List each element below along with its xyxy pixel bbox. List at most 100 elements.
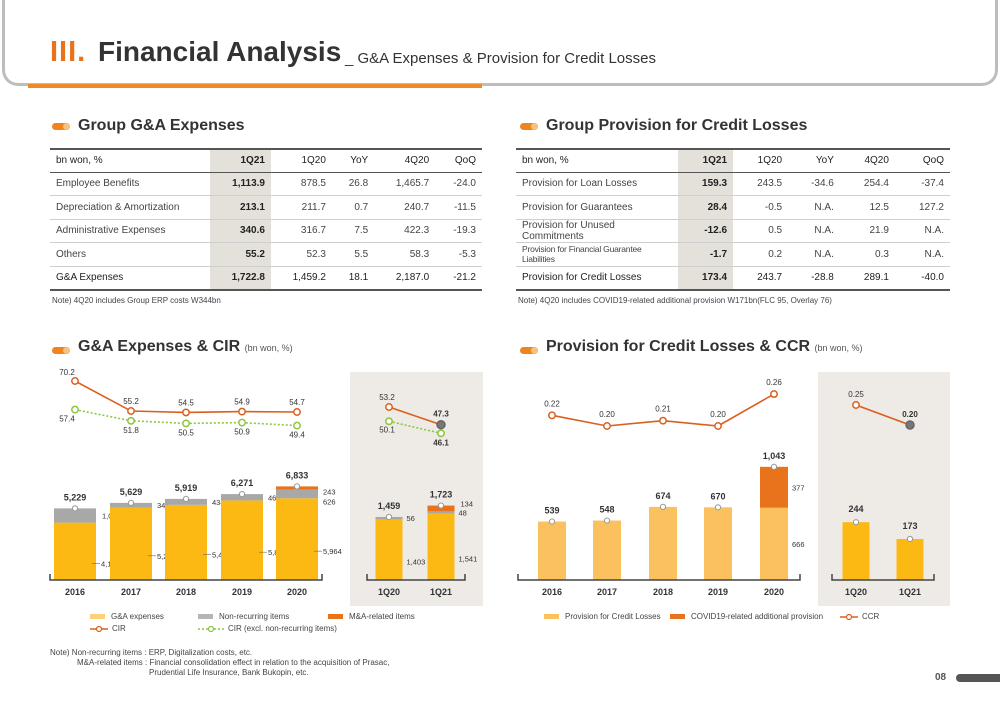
x-tick-label: 1Q20 [378, 587, 400, 597]
bar-top-marker [603, 517, 611, 524]
cell-value: 52.3 [270, 242, 332, 267]
x-tick-label: 2018 [176, 587, 196, 597]
cir-value-label: 55.2 [123, 397, 139, 406]
ccr-line-icon [840, 613, 858, 620]
x-tick-label: 1Q21 [430, 587, 452, 597]
row-label: Provision for Credit Losses [516, 266, 678, 291]
bar-top-marker [385, 513, 393, 521]
x-tick-label: 2016 [542, 587, 562, 597]
footnote-line: M&A-related items : Financial consolidat… [77, 658, 390, 667]
legend-label: Non-recurring items [219, 612, 290, 621]
table-row: Provision for Guarantees 28.4 -0.5 N.A. … [516, 195, 950, 220]
cell-value: 0.3 [839, 242, 895, 267]
cell-value: 26.8 [331, 172, 375, 196]
pcl-bar [760, 507, 788, 580]
legend-label: CCR [862, 612, 880, 621]
ccr-value-label: 0.22 [544, 399, 560, 408]
pcl-chart-unit: (bn won, %) [814, 343, 863, 353]
cir-excl-point [71, 405, 79, 414]
col-header: 4Q20 [839, 148, 895, 173]
cir-point [238, 407, 246, 416]
table-row: Provision for Financial Guarantee Liabil… [516, 242, 950, 267]
cell-value: N.A. [894, 219, 950, 243]
row-label: G&A Expenses [50, 266, 210, 291]
x-tick-label: 2019 [708, 587, 728, 597]
legend-swatch [90, 614, 105, 620]
ga-value-label: 5,964 [323, 547, 342, 556]
cir-point [182, 408, 190, 417]
cell-value: 12.5 [839, 195, 895, 220]
cell-value: 55.2 [210, 242, 271, 267]
cell-value: 1,459.2 [270, 266, 332, 291]
axis-baseline [831, 574, 935, 581]
cir-excl-value-label: 50.9 [234, 428, 250, 437]
bar-total-label: 5,229 [64, 492, 87, 502]
cell-value: -11.5 [435, 195, 482, 220]
cell-value: 18.1 [331, 266, 375, 291]
cir-value-label: 54.9 [234, 398, 250, 407]
section-bullet-icon [52, 347, 70, 354]
cell-value: 1,113.9 [210, 172, 271, 196]
legend-item: CIR [90, 624, 126, 633]
nonrecurring-bar [221, 494, 263, 501]
cir-line-icon [90, 625, 108, 632]
cell-value: 211.7 [270, 195, 332, 220]
ga-expenses-bar [276, 498, 318, 580]
nonrecurring-value-label: 626 [323, 497, 336, 506]
cir-value-label: 54.7 [289, 398, 305, 407]
legend-label: COVID19-related additional provision [691, 612, 824, 621]
header-accent-rule [28, 84, 482, 88]
section-bullet-icon [520, 123, 538, 130]
ccr-value-label: 0.21 [655, 405, 671, 414]
legend-item: CCR [840, 612, 879, 621]
cell-value: -40.0 [894, 266, 950, 291]
legend-item: Provision for Credit Losses [544, 612, 661, 621]
cir-excl-line [388, 420, 442, 435]
cell-value: -28.8 [788, 266, 840, 291]
page-title: Financial Analysis [98, 36, 342, 67]
table-row: Provision for Loan Losses 159.3 243.5 -3… [516, 172, 950, 196]
legend-item: COVID19-related additional provision [670, 612, 823, 621]
x-tick-label: 2017 [121, 587, 141, 597]
cell-value: 173.4 [678, 266, 734, 291]
pcl-bar [896, 538, 924, 580]
ccr-point [659, 416, 667, 425]
cir-point [71, 377, 79, 385]
x-tick-label: 2019 [232, 587, 252, 597]
nonrecurring-bar [427, 511, 455, 514]
pcl-annual-chart: 539 2016 548 2017 674 2018 670 2019 1,043 666 377 2… [517, 378, 805, 597]
cell-value: N.A. [788, 195, 840, 220]
cell-value: 878.5 [270, 172, 332, 196]
ga-expenses-table: bn won, % 1Q21 1Q20 YoY 4Q20 QoQ Employe… [50, 148, 482, 291]
page-tab-decoration [956, 674, 1000, 682]
cir-excl-point [293, 421, 301, 430]
pcl-bar [593, 520, 621, 580]
ccr-point [770, 390, 778, 398]
cir-excl-value-label: 49.4 [289, 431, 305, 440]
cell-value: 127.2 [894, 195, 950, 220]
cell-value: 316.7 [270, 219, 332, 243]
ccr-line [855, 404, 911, 426]
cir-excl-line-icon [198, 625, 224, 632]
col-header: 1Q21 [210, 148, 271, 173]
bar-top-marker [852, 519, 860, 526]
cell-value: 422.3 [374, 219, 436, 243]
header-frame [2, 0, 998, 86]
ga-table-title: Group G&A Expenses [78, 117, 245, 134]
ga-expenses-bar [110, 507, 152, 580]
legend-swatch [198, 614, 213, 620]
row-label: Provision for Unused Commitments [516, 219, 678, 243]
ccr-point [714, 422, 722, 430]
cell-value: -34.6 [788, 172, 840, 196]
row-label: Employee Benefits [50, 172, 210, 196]
quarter-panel-background [818, 372, 950, 606]
cell-value: N.A. [788, 242, 840, 267]
bar-top-marker [71, 505, 79, 512]
ccr-point [603, 422, 611, 430]
ga-chart-unit: (bn won, %) [244, 343, 293, 353]
cell-value: 289.1 [839, 266, 895, 291]
cir-value-label: 70.2 [59, 368, 75, 377]
cell-value: 58.3 [374, 242, 436, 267]
cir-point [385, 403, 393, 411]
cell-value: 243.7 [733, 266, 789, 291]
